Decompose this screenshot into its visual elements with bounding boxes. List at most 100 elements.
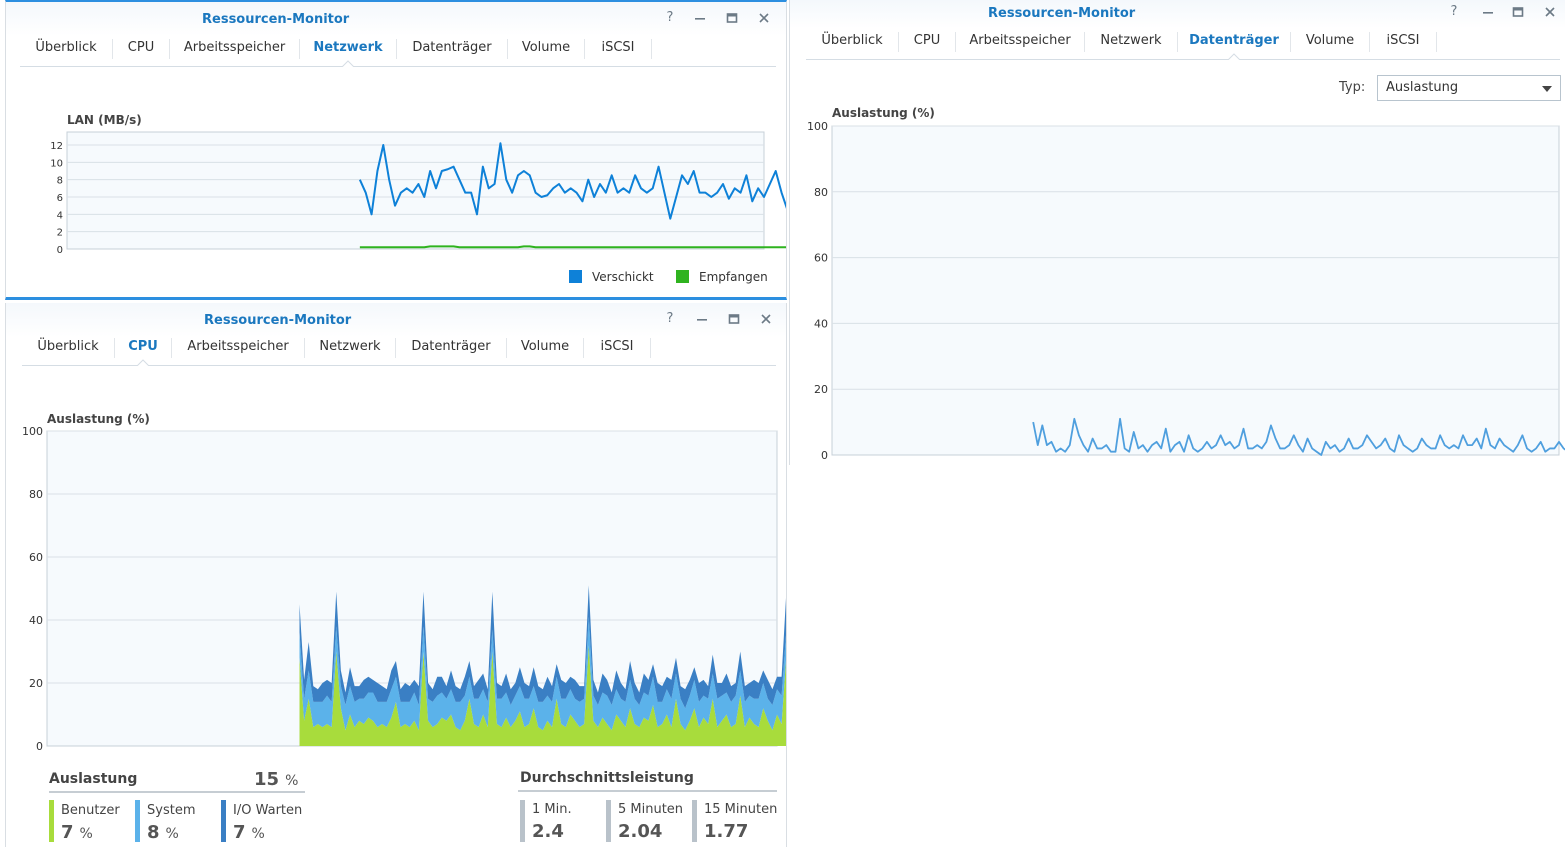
- tab-separator: [1436, 32, 1437, 52]
- series-user-area: [299, 645, 786, 746]
- usage-heading: Auslastung: [49, 771, 138, 787]
- window-titlebar[interactable]: Ressourcen-Monitor ?: [790, 0, 1565, 28]
- tab-volume[interactable]: Volume: [1305, 33, 1355, 48]
- tab-overview[interactable]: Überblick: [821, 33, 883, 48]
- series-sent-line: [358, 142, 786, 220]
- help-icon[interactable]: ?: [666, 311, 674, 326]
- tab-bar: Überblick CPU Arbeitsspeicher Netzwerk D…: [22, 332, 776, 366]
- y-tick-label: 60: [814, 252, 828, 265]
- plot-area: [831, 125, 1560, 456]
- type-select-value: Auslastung: [1386, 80, 1459, 95]
- tab-separator: [171, 338, 172, 358]
- maximize-icon[interactable]: [726, 311, 742, 327]
- tab-separator: [651, 39, 652, 59]
- y-tick-label: 60: [29, 551, 43, 564]
- load-15min-bar: [692, 800, 697, 842]
- load-average-heading: Durchschnittsleistung: [520, 770, 694, 786]
- tab-overview[interactable]: Überblick: [35, 40, 97, 55]
- tab-network[interactable]: Netzwerk: [1100, 33, 1162, 48]
- window-titlebar[interactable]: Ressourcen-Monitor ?: [6, 2, 786, 36]
- y-tick-label: 20: [814, 383, 828, 396]
- y-tick-label: 80: [814, 186, 828, 199]
- minimize-icon[interactable]: [692, 10, 708, 26]
- tab-network[interactable]: Netzwerk: [319, 339, 381, 354]
- window-title: Ressourcen-Monitor: [988, 6, 1136, 21]
- tab-iscsi[interactable]: iSCSI: [600, 339, 634, 354]
- tab-storage[interactable]: Datenträger: [411, 339, 491, 354]
- tab-separator: [395, 338, 396, 358]
- tab-separator: [1290, 32, 1291, 52]
- io-wait-bar: [221, 800, 226, 842]
- usage-total-value: 15: [254, 769, 280, 790]
- io-wait-value: 7%: [233, 822, 265, 843]
- tab-separator: [304, 338, 305, 358]
- legend-received-swatch: [676, 270, 689, 283]
- chart-title: Auslastung (%): [832, 106, 935, 120]
- series-received-line: [359, 245, 786, 249]
- usage-total-unit: %: [285, 773, 299, 789]
- tab-memory[interactable]: Arbeitsspeicher: [969, 33, 1071, 48]
- active-tab-indicator: [342, 60, 354, 67]
- system-value-unit: %: [165, 826, 179, 842]
- legend-received-label: Empfangen: [699, 270, 768, 284]
- cpu-monitor-window: Ressourcen-Monitor ? Überblick CPU Arbei…: [5, 303, 787, 847]
- y-tick-label: 4: [57, 210, 63, 221]
- load-average-divider: [518, 790, 777, 792]
- tab-bar: Überblick CPU Arbeitsspeicher Netzwerk D…: [806, 26, 1560, 60]
- load-5min-label: 5 Minuten: [618, 802, 684, 817]
- tab-separator: [583, 338, 584, 358]
- tab-memory[interactable]: Arbeitsspeicher: [187, 339, 289, 354]
- y-tick-label: 40: [814, 317, 828, 330]
- tab-overview[interactable]: Überblick: [37, 339, 99, 354]
- user-value-unit: %: [79, 826, 93, 842]
- y-tick-label: 2: [57, 228, 63, 239]
- minimize-icon[interactable]: [694, 311, 710, 327]
- close-icon[interactable]: [758, 311, 774, 327]
- help-icon[interactable]: ?: [666, 10, 674, 25]
- tab-memory[interactable]: Arbeitsspeicher: [183, 40, 286, 55]
- system-value-number: 8: [147, 822, 160, 843]
- tab-cpu[interactable]: CPU: [128, 339, 158, 354]
- tab-volume[interactable]: Volume: [520, 339, 570, 354]
- load-1min-bar: [520, 800, 525, 842]
- y-tick-label: 10: [50, 158, 63, 169]
- tab-separator: [898, 32, 899, 52]
- load-15min-label: 15 Minuten: [704, 802, 778, 817]
- type-select[interactable]: Auslastung: [1377, 75, 1561, 101]
- y-tick-label: 0: [821, 449, 828, 462]
- tab-iscsi[interactable]: iSCSI: [601, 40, 635, 55]
- chart-title: LAN (MB/s): [67, 113, 142, 127]
- close-icon[interactable]: [756, 10, 772, 26]
- user-value: 7%: [61, 822, 93, 843]
- tab-network[interactable]: Netzwerk: [313, 40, 383, 55]
- tab-separator: [650, 338, 651, 358]
- tab-cpu[interactable]: CPU: [913, 33, 941, 48]
- load-1min-label: 1 Min.: [532, 802, 572, 817]
- minimize-icon[interactable]: [1480, 4, 1496, 20]
- window-title: Ressourcen-Monitor: [204, 313, 352, 328]
- series-storage-line: [1032, 417, 1565, 456]
- tab-separator: [169, 39, 170, 59]
- tab-cpu[interactable]: CPU: [127, 40, 155, 55]
- y-tick-label: 40: [29, 614, 43, 627]
- tab-storage[interactable]: Datenträger: [1189, 33, 1279, 48]
- y-tick-label: 6: [57, 193, 63, 204]
- window-titlebar[interactable]: Ressourcen-Monitor ?: [6, 303, 786, 337]
- window-title: Ressourcen-Monitor: [202, 12, 350, 27]
- close-icon[interactable]: [1542, 4, 1558, 20]
- tab-storage[interactable]: Datenträger: [412, 40, 492, 55]
- lan-chart: 0 2 4 6 8 10 12: [50, 131, 786, 256]
- tab-separator: [507, 39, 508, 59]
- tab-bar: Überblick CPU Arbeitsspeicher Netzwerk D…: [20, 33, 776, 67]
- y-tick-label: 0: [36, 740, 43, 753]
- io-wait-value-number: 7: [233, 822, 246, 843]
- tab-separator: [1177, 32, 1178, 52]
- series-system-area: [299, 616, 786, 731]
- storage-monitor-window: Ressourcen-Monitor ? Überblick CPU Arbei…: [789, 0, 1565, 465]
- help-icon[interactable]: ?: [1450, 4, 1458, 19]
- tab-volume[interactable]: Volume: [521, 40, 571, 55]
- tab-iscsi[interactable]: iSCSI: [1386, 33, 1420, 48]
- maximize-icon[interactable]: [1510, 4, 1526, 20]
- y-tick-label: 100: [22, 425, 43, 438]
- maximize-icon[interactable]: [724, 10, 740, 26]
